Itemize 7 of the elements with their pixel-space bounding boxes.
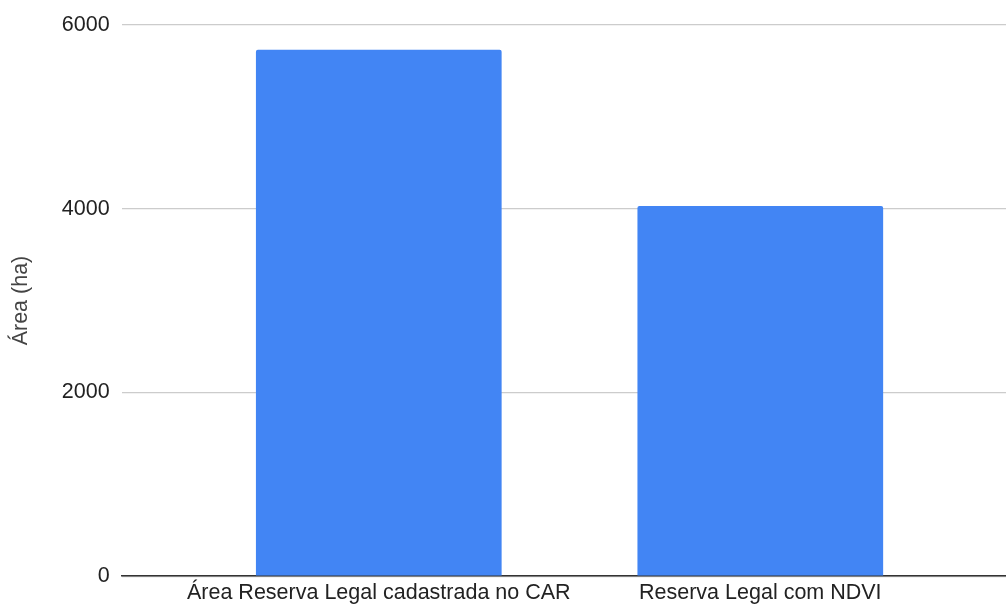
x-tick-label: Área Reserva Legal cadastrada no CAR: [186, 579, 571, 605]
y-tick-label: 4000: [61, 195, 110, 220]
y-tick-label: 0: [97, 563, 110, 588]
y-tick-label: 6000: [61, 11, 110, 36]
y-tick-label: 2000: [61, 379, 110, 404]
y-axis-title: Área (ha): [6, 255, 32, 346]
x-tick-label: Reserva Legal com NDVI: [639, 580, 882, 605]
